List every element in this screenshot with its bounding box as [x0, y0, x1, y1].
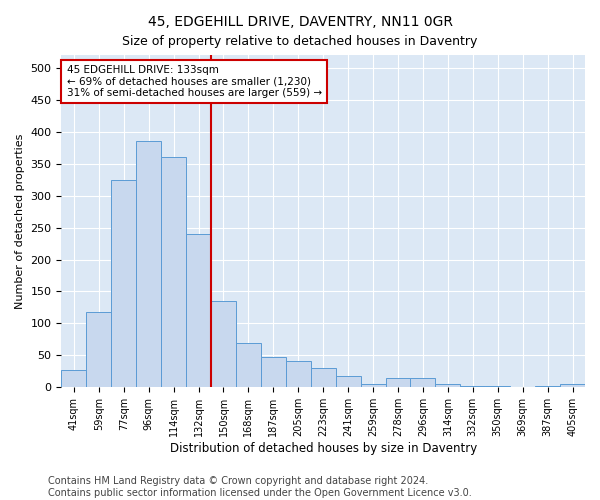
Bar — [236, 342, 261, 388]
Y-axis label: Number of detached properties: Number of detached properties — [15, 134, 25, 309]
Bar — [86, 312, 111, 388]
Bar — [535, 386, 560, 388]
Bar — [61, 370, 86, 388]
Bar — [410, 378, 436, 388]
Text: Contains HM Land Registry data © Crown copyright and database right 2024.
Contai: Contains HM Land Registry data © Crown c… — [48, 476, 472, 498]
Bar — [311, 368, 335, 388]
Bar — [111, 180, 136, 388]
Bar — [460, 386, 485, 388]
Bar — [186, 234, 211, 388]
Bar — [136, 142, 161, 388]
X-axis label: Distribution of detached houses by size in Daventry: Distribution of detached houses by size … — [170, 442, 477, 455]
Text: Size of property relative to detached houses in Daventry: Size of property relative to detached ho… — [122, 35, 478, 48]
Bar — [261, 358, 286, 388]
Bar — [436, 384, 460, 388]
Bar — [211, 301, 236, 388]
Bar — [386, 378, 410, 388]
Bar — [485, 386, 510, 388]
Bar — [361, 384, 386, 388]
Text: 45 EDGEHILL DRIVE: 133sqm
← 69% of detached houses are smaller (1,230)
31% of se: 45 EDGEHILL DRIVE: 133sqm ← 69% of detac… — [67, 65, 322, 98]
Bar — [161, 158, 186, 388]
Bar — [335, 376, 361, 388]
Bar — [286, 360, 311, 388]
Text: 45, EDGEHILL DRIVE, DAVENTRY, NN11 0GR: 45, EDGEHILL DRIVE, DAVENTRY, NN11 0GR — [148, 15, 452, 29]
Bar — [560, 384, 585, 388]
